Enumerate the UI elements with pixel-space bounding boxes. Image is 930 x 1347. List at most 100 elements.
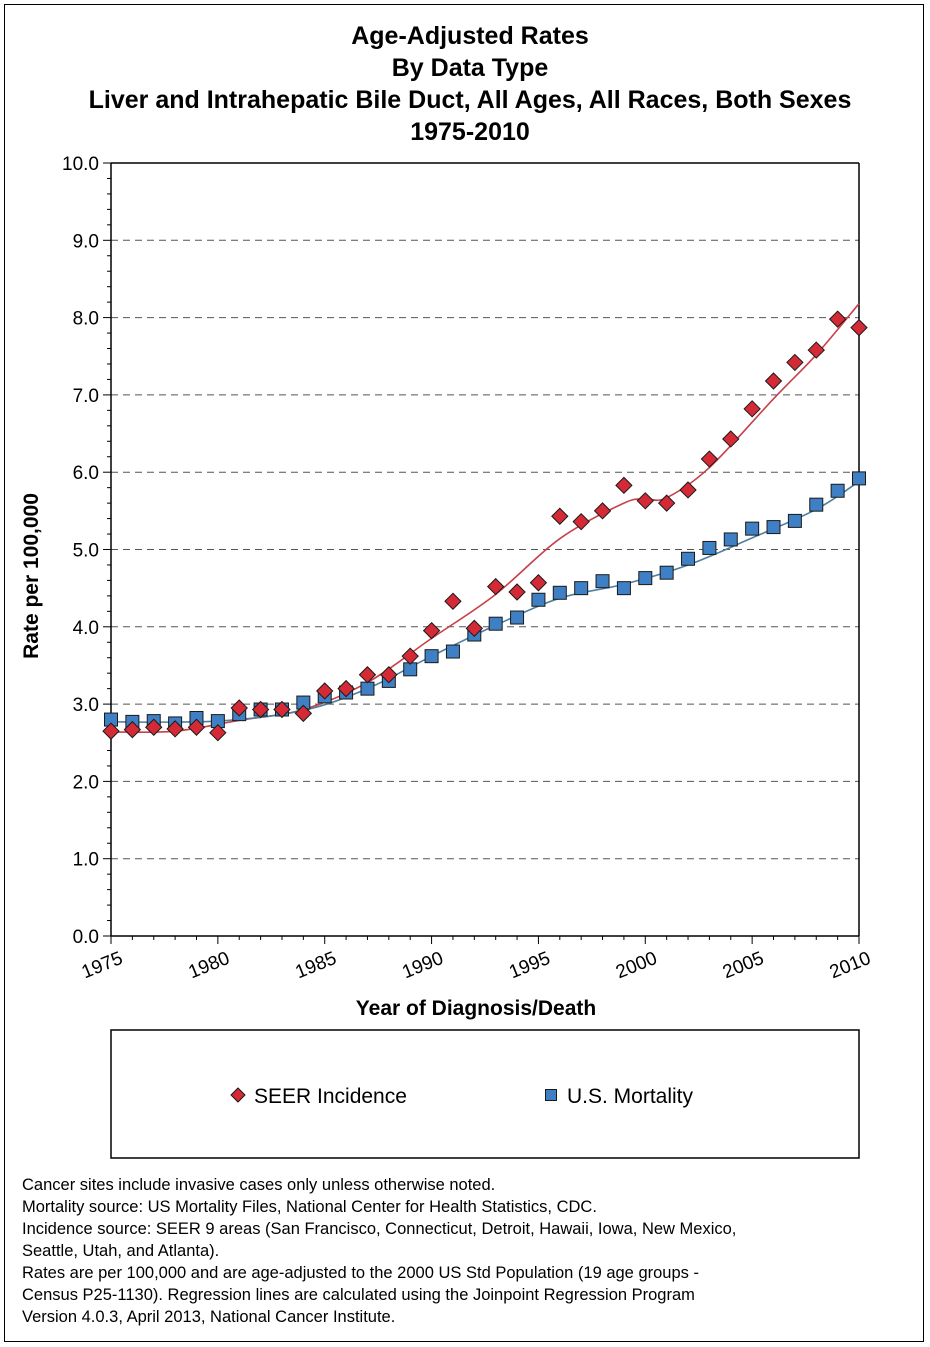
incidence-point: [251, 700, 270, 719]
incidence-point: [337, 679, 355, 698]
mortality-point: [681, 551, 696, 566]
incidence-point: [209, 723, 227, 742]
incidence-point: [786, 353, 804, 372]
title-line-3: Liver and Intrahepatic Bile Duct, All Ag…: [89, 86, 852, 114]
incidence-point: [593, 502, 612, 520]
x-tick-label: 1995: [506, 948, 553, 983]
mortality-point: [574, 581, 589, 596]
incidence-point: [828, 310, 847, 328]
incidence-point: [722, 430, 740, 448]
mortality-point: [766, 520, 781, 535]
y-tick-label: 9.0: [73, 231, 99, 252]
incidence-point: [679, 481, 697, 499]
y-tick-label: 5.0: [73, 541, 99, 562]
mortality-point: [809, 497, 824, 512]
mortality-point: [616, 581, 631, 596]
incidence-point: [850, 318, 868, 337]
incidence-point: [551, 507, 569, 525]
y-tick-label: 8.0: [73, 309, 99, 330]
x-tick-label: 1980: [186, 948, 233, 983]
x-axis-ticks: 1975 1980 1985 1990 1995 2000 2005 2010: [79, 948, 874, 983]
mortality-point: [659, 565, 674, 580]
footnote-line: Mortality source: US Mortality Files, Na…: [22, 1198, 597, 1216]
mortality-point: [595, 574, 610, 589]
incidence-point: [102, 722, 120, 740]
chart-title: Age-Adjusted Rates By Data Type Liver an…: [89, 22, 852, 146]
mortality-point: [723, 532, 738, 547]
incidence-point: [615, 476, 633, 495]
x-tick-label: 2005: [720, 948, 767, 983]
incidence-point: [465, 619, 484, 638]
legend: SEER Incidence U.S. Mortality: [110, 1029, 860, 1159]
y-tick-label: 4.0: [73, 618, 99, 639]
footnotes: Cancer sites include invasive cases only…: [22, 1174, 922, 1328]
footnote-line: Incidence source: SEER 9 areas (San Fran…: [22, 1220, 737, 1238]
mortality-point: [852, 471, 866, 486]
incidence-point: [700, 450, 719, 468]
title-line-4: 1975-2010: [410, 118, 530, 146]
mortality-point: [424, 649, 439, 664]
incidence-point: [807, 341, 825, 359]
incidence-point: [166, 720, 184, 738]
incidence-point: [508, 583, 526, 601]
y-axis-ticks: 0.0 1.0 2.0 3.0 4.0 5.0 6.0 7.0 8.0 9.0 10.0: [62, 154, 99, 948]
footnote-line: Rates are per 100,000 and are age-adjust…: [22, 1264, 699, 1282]
title-line-2: By Data Type: [392, 54, 549, 82]
legend-box: [110, 1029, 860, 1159]
regression-lines: [110, 303, 860, 734]
x-axis-title: Year of Diagnosis/Death: [356, 997, 596, 1020]
data-points: [102, 310, 868, 742]
legend-marker-diamond: [230, 1087, 246, 1103]
mortality-point: [830, 483, 845, 498]
mortality-point: [360, 681, 375, 696]
legend-item: SEER Incidence: [230, 1085, 407, 1108]
mortality-point: [745, 521, 760, 536]
x-tick-label: 1990: [399, 948, 446, 983]
x-tick-label: 2000: [613, 948, 660, 983]
y-axis-title: Rate per 100,000: [20, 493, 43, 659]
legend-label: SEER Incidence: [254, 1085, 407, 1108]
incidence-point: [422, 621, 441, 640]
incidence-point: [123, 720, 142, 739]
incidence-point: [294, 704, 313, 723]
legend-label: U.S. Mortality: [567, 1085, 694, 1108]
incidence-point: [529, 574, 548, 592]
regression-line-incidence: [110, 303, 860, 734]
footnote-line: Seattle, Utah, and Atlanta).: [22, 1242, 220, 1260]
footnote-line: Version 4.0.3, April 2013, National Canc…: [22, 1308, 396, 1326]
mortality-point: [787, 513, 802, 528]
incidence-point: [145, 718, 163, 736]
incidence-point: [486, 577, 505, 596]
x-tick-label: 1985: [292, 948, 339, 983]
incidence-point: [230, 699, 248, 717]
mortality-point: [702, 540, 717, 555]
mortality-point: [531, 592, 546, 607]
footnote-line: Cancer sites include invasive cases only…: [22, 1176, 496, 1194]
mortality-point: [510, 610, 525, 625]
mortality-point: [552, 585, 567, 600]
incidence-point: [764, 372, 783, 390]
y-tick-label: 2.0: [73, 772, 99, 793]
mortality-point: [445, 644, 460, 659]
incidence-point: [401, 647, 419, 665]
y-tick-label: 7.0: [73, 386, 99, 407]
incidence-point: [743, 400, 761, 418]
incidence-point: [273, 700, 291, 719]
mortality-point: [488, 616, 503, 631]
title-line-1: Age-Adjusted Rates: [351, 22, 589, 50]
incidence-point: [316, 682, 334, 700]
y-tick-label: 10.0: [62, 154, 99, 175]
incidence-point: [380, 666, 398, 684]
axes: [103, 162, 860, 944]
y-tick-label: 0.0: [73, 927, 99, 948]
y-tick-label: 1.0: [73, 850, 99, 871]
legend-marker-square: [545, 1089, 557, 1101]
incidence-point: [444, 592, 462, 610]
y-tick-label: 6.0: [73, 463, 99, 484]
y-tick-label: 3.0: [73, 695, 99, 716]
footnote-line: Census P25-1130). Regression lines are c…: [22, 1286, 695, 1304]
incidence-point: [636, 492, 654, 510]
incidence-point: [657, 494, 676, 512]
grid-lines: [111, 162, 859, 860]
